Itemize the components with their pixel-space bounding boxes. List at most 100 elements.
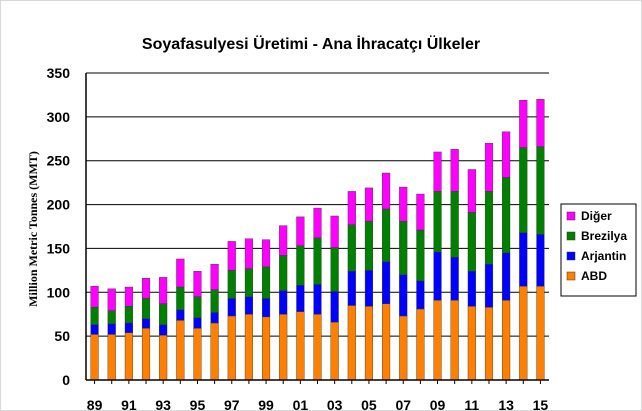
bar-segment	[210, 322, 219, 381]
bar-segment	[399, 186, 408, 222]
x-tick-label: 07	[395, 397, 411, 410]
bar-stack	[261, 239, 271, 381]
legend-swatch	[566, 251, 576, 261]
bar-segment	[279, 255, 288, 291]
bar-segment	[107, 323, 116, 335]
bar-segment	[433, 251, 442, 301]
bar-segment	[467, 212, 476, 272]
bar-segment	[244, 238, 253, 269]
bar-stack	[484, 142, 494, 381]
bar-segment	[450, 299, 459, 381]
bar-segment	[261, 298, 271, 318]
legend-swatch	[566, 271, 576, 281]
x-tick-label: 05	[361, 397, 377, 410]
legend-label: Brezilya	[581, 229, 627, 243]
x-tick-label: 13	[498, 397, 514, 410]
bar-stack	[433, 151, 442, 381]
legend-item: Arjantin	[566, 249, 626, 263]
bar-segment	[450, 257, 459, 301]
legend-label: ABD	[581, 269, 607, 283]
bar-segment	[279, 290, 288, 315]
legend-swatch	[566, 231, 576, 241]
bar-stack	[176, 258, 185, 381]
bar-stack	[347, 191, 356, 381]
x-tick-label: 01	[293, 397, 309, 410]
bar-segment	[107, 310, 116, 325]
bar-segment	[107, 288, 116, 311]
y-tick-labels: 0 50 100 150 200 250 300 350	[47, 65, 71, 388]
bar-segment	[364, 221, 374, 271]
bar-stack	[364, 187, 374, 381]
bar-stack	[124, 286, 133, 381]
y-tick-label: 150	[47, 240, 71, 256]
bar-segment	[416, 280, 425, 310]
bar-stack	[296, 216, 305, 381]
bar-segment	[399, 221, 408, 275]
bar-segment	[467, 169, 476, 213]
axes	[85, 73, 549, 384]
bar-segment	[467, 306, 476, 381]
bar-stack	[227, 241, 236, 381]
bar-segment	[210, 264, 219, 290]
x-tick-label: 99	[258, 397, 274, 410]
bar-segment	[502, 131, 511, 178]
bar-segment	[124, 322, 133, 333]
bar-stack	[450, 149, 459, 381]
bar-segment	[536, 146, 545, 235]
bar-segment	[261, 316, 271, 381]
bar-segment	[279, 225, 288, 256]
legend-label: Diğer	[581, 209, 612, 223]
bar-segment	[159, 335, 168, 381]
bar-segment	[244, 296, 253, 315]
bar-segment	[433, 299, 442, 381]
bar-stack	[210, 264, 219, 381]
bar-segment	[261, 266, 271, 299]
bar-segment	[519, 147, 528, 233]
legend-item: ABD	[566, 269, 607, 283]
bar-stack	[141, 278, 151, 381]
bar-segment	[536, 99, 545, 147]
y-tick-label: 250	[47, 153, 71, 169]
bar-segment	[399, 315, 408, 381]
bar-segment	[484, 264, 494, 308]
bar-stack	[536, 99, 545, 381]
bar-stack	[330, 215, 339, 381]
bar-segment	[296, 311, 305, 381]
bar-segment	[364, 306, 374, 381]
bar-segment	[399, 274, 408, 317]
bar-segment	[502, 299, 511, 381]
bar-segment	[536, 234, 545, 287]
bar-segment	[296, 245, 305, 286]
bar-segment	[159, 324, 168, 336]
bar-segment	[90, 324, 99, 335]
bars	[90, 99, 545, 381]
bar-segment	[176, 309, 185, 321]
x-tick-label: 89	[87, 397, 103, 410]
bar-segment	[279, 314, 288, 381]
bar-stack	[399, 186, 408, 381]
bar-segment	[416, 229, 425, 282]
x-tick-label: 11	[464, 397, 479, 410]
bar-segment	[382, 303, 391, 381]
bar-segment	[159, 277, 168, 304]
bar-segment	[90, 306, 99, 325]
bar-stack	[382, 172, 391, 381]
bar-segment	[296, 216, 305, 246]
bar-segment	[210, 289, 219, 313]
bar-segment	[159, 303, 168, 325]
bar-segment	[261, 239, 271, 268]
bar-segment	[364, 187, 374, 222]
bar-segment	[433, 191, 442, 253]
bar-segment	[416, 193, 425, 231]
bar-segment	[382, 172, 391, 210]
bar-segment	[330, 291, 339, 323]
bar-segment	[364, 270, 374, 307]
bar-segment	[176, 258, 185, 288]
bar-segment	[347, 271, 356, 306]
bar-stack	[467, 169, 476, 381]
chart-title: Soyafasulyesi Üretimi - Ana İhracatçı Ül…	[142, 34, 480, 53]
bar-stack	[416, 193, 425, 381]
bar-segment	[450, 191, 459, 258]
